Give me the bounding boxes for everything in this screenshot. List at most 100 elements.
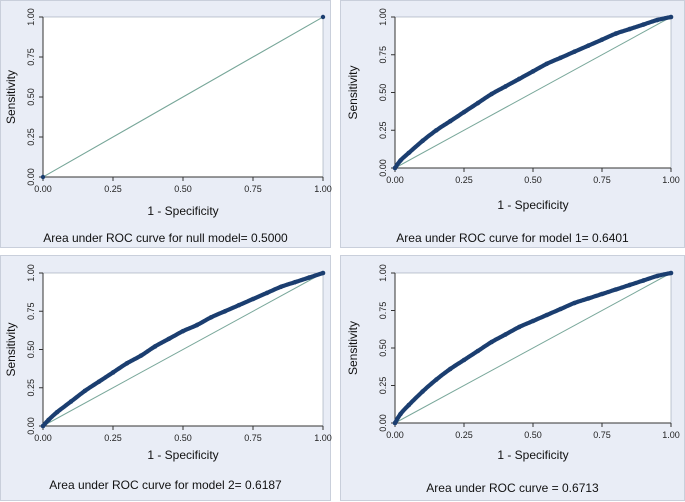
roc-point (110, 370, 116, 375)
roc-point (613, 287, 619, 292)
roc-chart-model-3: 0.00 0.25 0.50 0.75 1.00 0.00 0.25 0.50 0.75 1.00… (346, 264, 680, 462)
y-tick-label: 0.50 (378, 84, 388, 102)
x-tick-label: 0.75 (244, 433, 262, 443)
x-tick-label: 0.00 (34, 184, 52, 194)
roc-point (558, 55, 563, 61)
roc-point (398, 158, 403, 163)
y-axis-label: Sensitivity (346, 321, 360, 375)
roc-point (398, 411, 403, 417)
y-axis-label: Sensitivity (4, 70, 18, 124)
roc-panel-null-model: 0.00 0.25 0.50 0.75 1.00 0.00 0.25 0.50 0.75 1.00… (0, 0, 332, 248)
y-tick-label: 0.25 (26, 379, 36, 397)
y-tick-label: 1.00 (378, 8, 388, 26)
roc-panel-model-2: 0.00 0.25 0.50 0.75 1.00 0.00 0.25 0.50 0.75 1.00… (0, 255, 332, 501)
x-axis-label: 1 - Specificity (147, 448, 218, 462)
x-tick-label: 1.00 (314, 433, 332, 443)
roc-point (572, 49, 577, 55)
roc-point (461, 357, 467, 363)
x-tick-label: 0.50 (174, 184, 192, 194)
roc-point (406, 402, 412, 408)
roc-point (475, 348, 481, 354)
roc-point (461, 109, 467, 115)
roc-panel-model-1: 0.00 0.25 0.50 0.75 1.00 0.00 0.25 0.50 0.75 1.00… (340, 0, 685, 248)
roc-point (668, 270, 674, 276)
reference-line (394, 16, 672, 169)
y-tick-label: 0.00 (378, 414, 388, 432)
roc-point (530, 318, 536, 324)
roc-point (641, 22, 646, 27)
x-tick-label: 0.00 (386, 430, 404, 440)
y-tick-label: 0.75 (26, 48, 36, 66)
roc-point (627, 26, 632, 32)
roc-point (392, 165, 398, 171)
roc-point (613, 31, 619, 36)
roc-point (585, 43, 591, 48)
roc-point (250, 296, 256, 302)
y-tick-label: 0.75 (26, 302, 36, 320)
roc-point (208, 315, 214, 320)
x-tick-label: 0.50 (524, 175, 542, 185)
roc-point (82, 388, 88, 394)
y-tick-label: 0.50 (378, 339, 388, 357)
roc-curve (392, 14, 674, 171)
roc-point (654, 273, 660, 279)
y-tick-label: 1.00 (26, 8, 36, 26)
x-tick-label: 0.75 (593, 430, 611, 440)
y-tick-label: 1.00 (378, 264, 388, 282)
roc-point (124, 360, 130, 366)
x-tick-label: 0.50 (524, 430, 542, 440)
roc-point (544, 61, 550, 67)
roc-point (194, 322, 200, 328)
x-tick-label: 0.00 (34, 433, 52, 443)
roc-point (558, 306, 563, 312)
y-axis-label: Sensitivity (346, 65, 360, 119)
roc-point (627, 282, 632, 288)
roc-point (489, 91, 494, 97)
roc-point (166, 336, 172, 342)
roc-point (516, 324, 522, 330)
y-tick-label: 0.25 (378, 377, 388, 395)
y-tick-label: 0.75 (378, 302, 388, 320)
y-axis-label: Sensitivity (4, 322, 18, 376)
roc-curve (392, 270, 674, 426)
roc-point (447, 118, 453, 124)
x-tick-label: 0.25 (104, 433, 122, 443)
y-tick-label: 0.50 (26, 88, 36, 106)
roc-point (420, 138, 425, 144)
x-tick-label: 0.50 (174, 433, 192, 443)
roc-chart-null-model: 0.00 0.25 0.50 0.75 1.00 0.00 0.25 0.50 0.75 1.00… (4, 8, 332, 218)
y-tick-label: 0.25 (378, 121, 388, 139)
y-tick-label: 0.00 (26, 417, 36, 435)
roc-point (222, 308, 228, 314)
roc-point (320, 270, 326, 276)
x-tick-label: 0.00 (386, 175, 404, 185)
roc-chart-model-2: 0.00 0.25 0.50 0.75 1.00 0.00 0.25 0.50 0.75 1.00… (4, 264, 332, 462)
roc-point (654, 17, 660, 23)
x-tick-label: 0.25 (455, 175, 473, 185)
roc-point (292, 279, 298, 285)
roc-point (599, 291, 605, 297)
roc-point (40, 174, 46, 180)
y-tick-label: 0.75 (378, 46, 388, 64)
roc-point (544, 312, 550, 318)
x-tick-label: 0.25 (455, 430, 473, 440)
y-tick-label: 0.50 (26, 341, 36, 359)
roc-point (434, 377, 439, 382)
auc-caption-model-1: Area under ROC curve for model 1= 0.6401 (396, 231, 629, 245)
roc-point (264, 290, 270, 296)
reference-line (42, 272, 324, 427)
x-axis-label: 1 - Specificity (147, 204, 218, 218)
x-tick-label: 0.25 (104, 184, 122, 194)
roc-point (96, 379, 102, 384)
roc-point (68, 399, 74, 404)
roc-point (599, 37, 605, 42)
roc-point (46, 417, 51, 423)
roc-point (668, 14, 674, 20)
roc-point (503, 332, 508, 337)
auc-caption-model-3: Area under ROC curve = 0.6713 (426, 481, 599, 495)
roc-point (40, 423, 46, 429)
auc-caption-null-model: Area under ROC curve for null model= 0.5… (43, 231, 288, 245)
roc-point (278, 284, 284, 290)
roc-curve (40, 270, 326, 429)
